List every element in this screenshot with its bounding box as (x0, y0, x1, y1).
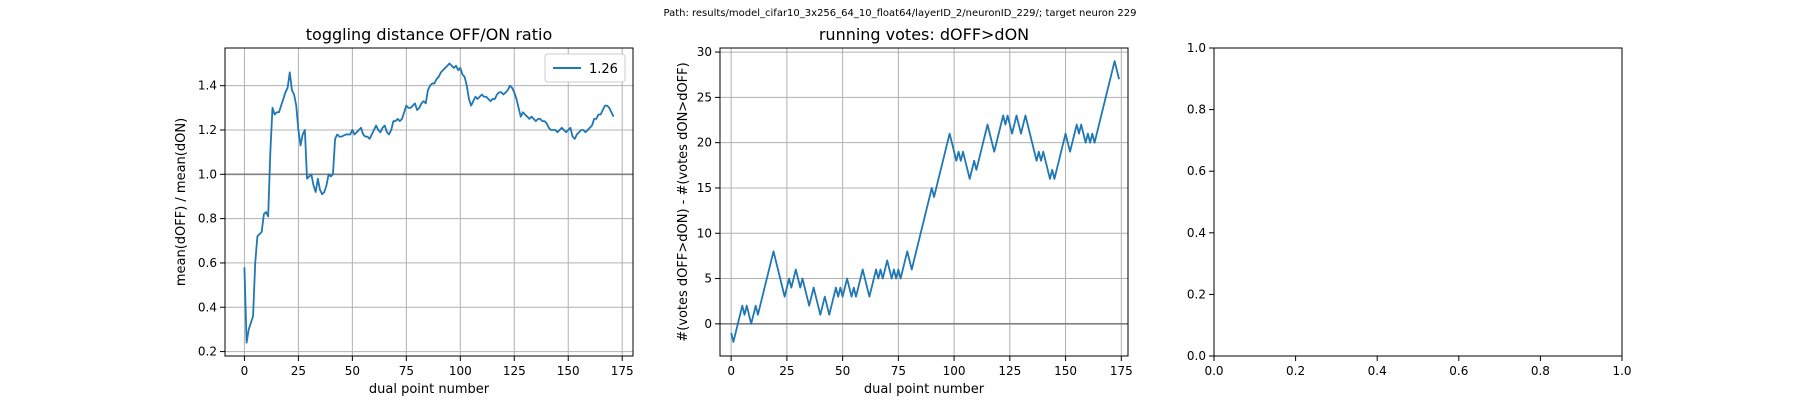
chart-1-ytick-label-4: 20 (697, 136, 712, 150)
chart-running-votes: 0 25 50 75 100 125 150 175 0 5 10 15 20 25 30 running v… (676, 25, 1133, 397)
chart-0-legend-box (544, 53, 626, 83)
chart-0-x-axis-label: dual point number (369, 382, 490, 397)
chart-1-title: running votes: dOFF>dON (819, 25, 1029, 44)
chart-1-xtick-label-4: 100 (943, 364, 966, 378)
chart-2-xtick-label-4: 0.8 (1531, 364, 1550, 378)
chart-0-ytick-label-4: 1.0 (198, 167, 217, 181)
chart-2-xtick-label-0: 0.0 (1204, 364, 1223, 378)
figure-suptitle: Path: results/model_cifar10_3x256_64_10_… (664, 8, 1137, 19)
chart-2-ytick-label-3: 0.6 (1187, 164, 1206, 178)
chart-1-ytick-label-2: 10 (697, 226, 712, 240)
chart-0-xtick-label-3: 75 (399, 364, 414, 378)
chart-1-xtick-label-0: 0 (727, 364, 735, 378)
chart-1-series-line-0 (730, 60, 1120, 343)
chart-1-xtick-label-5: 125 (998, 364, 1021, 378)
chart-0-legend-label-0: 1.26 (589, 62, 618, 77)
chart-0-xtick-label-1: 25 (291, 364, 306, 378)
chart-2-ytick-label-0: 0.0 (1187, 349, 1206, 363)
chart-1-ytick-label-3: 15 (697, 181, 712, 195)
chart-1-ytick-label-0: 0 (704, 317, 712, 331)
chart-0-ytick-label-2: 0.6 (198, 256, 217, 270)
chart-2-xtick-label-5: 1.0 (1612, 364, 1631, 378)
chart-0-y-axis-label: mean(dOFF) / mean(dON) (174, 118, 189, 286)
chart-0-xtick-label-2: 50 (345, 364, 360, 378)
chart-2-ytick-label-1: 0.2 (1187, 287, 1206, 301)
chart-2-ytick-label-2: 0.4 (1187, 226, 1206, 240)
chart-1-y-axis-label: #(votes dOFF>dON) - #(votes dON>dOFF) (676, 62, 691, 341)
chart-0-ytick-label-1: 0.4 (198, 300, 217, 314)
chart-0-xtick-label-6: 150 (557, 364, 580, 378)
chart-0-ytick-label-6: 1.4 (198, 79, 217, 93)
chart-0-xtick-label-0: 0 (241, 364, 249, 378)
chart-1-xtick-label-7: 175 (1110, 364, 1133, 378)
chart-0-ytick-label-3: 0.8 (198, 212, 217, 226)
chart-0-title: toggling distance OFF/ON ratio (306, 25, 552, 44)
chart-0-legend: 1.26 (544, 53, 626, 83)
chart-1-ytick-label-6: 30 (697, 45, 712, 59)
chart-0-plot-frame (224, 47, 634, 357)
chart-2-ytick-label-5: 1.0 (1187, 41, 1206, 55)
chart-2-ytick-label-4: 0.8 (1187, 103, 1206, 117)
chart-1-ytick-label-1: 5 (704, 272, 712, 286)
chart-0-ytick-label-5: 1.2 (198, 123, 217, 137)
chart-1-plot-frame (719, 47, 1129, 357)
chart-1-xtick-label-1: 25 (779, 364, 794, 378)
chart-2-xtick-label-3: 0.6 (1449, 364, 1468, 378)
chart-0-xtick-label-7: 175 (611, 364, 634, 378)
chart-0-xtick-label-4: 100 (449, 364, 472, 378)
chart-1-x-axis-label: dual point number (864, 382, 985, 397)
chart-0-ytick-label-0: 0.2 (198, 345, 217, 359)
chart-2-plot-frame (1213, 47, 1623, 357)
chart-2-xtick-label-2: 0.4 (1368, 364, 1387, 378)
chart-ratio: 0 25 50 75 100 125 150 175 0.2 0.4 0.6 0.8 1.0 1.2 1.4… (174, 25, 634, 397)
chart-empty: 0.0 0.2 0.4 0.6 0.8 1.0 0.0 0.2 0.4 0.6 0.8 1.0 (1187, 41, 1632, 378)
chart-1-xtick-label-2: 50 (835, 364, 850, 378)
chart-1-ytick-label-5: 25 (697, 90, 712, 104)
chart-1-xtick-label-6: 150 (1054, 364, 1077, 378)
chart-1-xtick-label-3: 75 (891, 364, 906, 378)
chart-0-xtick-label-5: 125 (503, 364, 526, 378)
chart-2-xtick-label-1: 0.2 (1286, 364, 1305, 378)
chart-0-series-line-0 (243, 62, 615, 344)
